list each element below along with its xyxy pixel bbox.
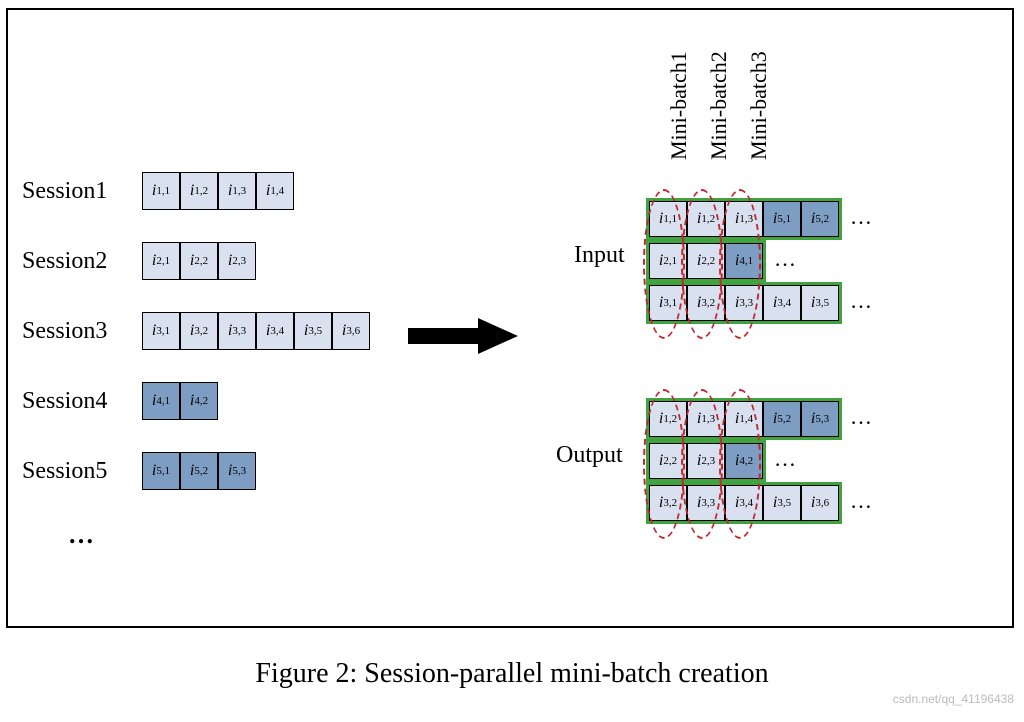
figure-frame: Session1i1,1i1,2i1,3i1,4Session2i2,1i2,2…	[0, 0, 1024, 722]
diagram-border: Session1i1,1i1,2i1,3i1,4Session2i2,1i2,2…	[6, 8, 1014, 628]
data-cell: i2,2	[649, 443, 687, 479]
data-cell: i5,3	[801, 401, 839, 437]
data-cell: i5,1	[142, 452, 180, 490]
data-cell: i5,1	[763, 201, 801, 237]
data-cell: i3,4	[256, 312, 294, 350]
data-cell: i1,2	[649, 401, 687, 437]
row-ellipsis: …	[850, 204, 872, 230]
data-cell: i1,1	[142, 172, 180, 210]
session-cells: i5,1i5,2i5,3	[142, 452, 256, 490]
data-cell: i3,3	[218, 312, 256, 350]
session-cells: i1,1i1,2i1,3i1,4	[142, 172, 294, 210]
session-row: Session1i1,1i1,2i1,3i1,4	[22, 172, 294, 210]
data-cell: i3,4	[763, 285, 801, 321]
data-cell: i3,3	[687, 485, 725, 521]
session-label: Session1	[22, 178, 142, 205]
session-label: Session2	[22, 248, 142, 275]
data-cell: i3,1	[142, 312, 180, 350]
data-cell: i2,3	[687, 443, 725, 479]
data-cell: i5,2	[180, 452, 218, 490]
session-row: Session5i5,1i5,2i5,3	[22, 452, 256, 490]
figure-caption: Figure 2: Session-parallel mini-batch cr…	[0, 658, 1024, 690]
batch-row: i3,1i3,2i3,3i3,4i3,5	[646, 282, 842, 324]
session-row: Session4i4,1i4,2	[22, 382, 218, 420]
batch-row: i3,2i3,3i3,4i3,5i3,6	[646, 482, 842, 524]
row-ellipsis: …	[774, 446, 796, 472]
session-label: Session4	[22, 388, 142, 415]
batch-row: i2,2i2,3i4,2	[646, 440, 766, 482]
data-cell: i1,3	[687, 401, 725, 437]
watermark-text: csdn.net/qq_41196438	[893, 692, 1014, 706]
data-cell: i4,1	[725, 243, 763, 279]
data-cell: i4,2	[180, 382, 218, 420]
data-cell: i1,1	[649, 201, 687, 237]
session-label: Session3	[22, 318, 142, 345]
minibatch-label: Mini-batch3	[746, 51, 772, 160]
data-cell: i4,2	[725, 443, 763, 479]
data-cell: i3,1	[649, 285, 687, 321]
session-row: Session2i2,1i2,2i2,3	[22, 242, 256, 280]
data-cell: i2,2	[687, 243, 725, 279]
row-ellipsis: …	[850, 404, 872, 430]
io-label: Output	[556, 442, 623, 469]
data-cell: i2,3	[218, 242, 256, 280]
data-cell: i3,6	[801, 485, 839, 521]
row-ellipsis: …	[774, 246, 796, 272]
session-label: Session5	[22, 458, 142, 485]
data-cell: i3,4	[725, 485, 763, 521]
minibatch-label: Mini-batch1	[666, 51, 692, 160]
data-cell: i1,2	[687, 201, 725, 237]
session-cells: i2,1i2,2i2,3	[142, 242, 256, 280]
data-cell: i1,4	[256, 172, 294, 210]
data-cell: i1,3	[218, 172, 256, 210]
data-cell: i3,2	[180, 312, 218, 350]
sessions-ellipsis: …	[68, 520, 94, 550]
session-cells: i4,1i4,2	[142, 382, 218, 420]
batch-row: i1,2i1,3i1,4i5,2i5,3	[646, 398, 842, 440]
minibatch-label: Mini-batch2	[706, 51, 732, 160]
io-label: Input	[574, 242, 625, 269]
data-cell: i4,1	[142, 382, 180, 420]
data-cell: i3,5	[801, 285, 839, 321]
data-cell: i2,1	[649, 243, 687, 279]
data-cell: i5,3	[218, 452, 256, 490]
data-cell: i3,2	[687, 285, 725, 321]
data-cell: i1,2	[180, 172, 218, 210]
data-cell: i3,6	[332, 312, 370, 350]
data-cell: i3,5	[294, 312, 332, 350]
session-row: Session3i3,1i3,2i3,3i3,4i3,5i3,6	[22, 312, 370, 350]
data-cell: i3,5	[763, 485, 801, 521]
data-cell: i1,4	[725, 401, 763, 437]
data-cell: i3,2	[649, 485, 687, 521]
data-cell: i2,2	[180, 242, 218, 280]
data-cell: i2,1	[142, 242, 180, 280]
data-cell: i5,2	[763, 401, 801, 437]
batch-row: i2,1i2,2i4,1	[646, 240, 766, 282]
session-cells: i3,1i3,2i3,3i3,4i3,5i3,6	[142, 312, 370, 350]
data-cell: i1,3	[725, 201, 763, 237]
data-cell: i5,2	[801, 201, 839, 237]
batch-row: i1,1i1,2i1,3i5,1i5,2	[646, 198, 842, 240]
row-ellipsis: …	[850, 288, 872, 314]
arrow-icon	[408, 316, 518, 361]
row-ellipsis: …	[850, 488, 872, 514]
data-cell: i3,3	[725, 285, 763, 321]
